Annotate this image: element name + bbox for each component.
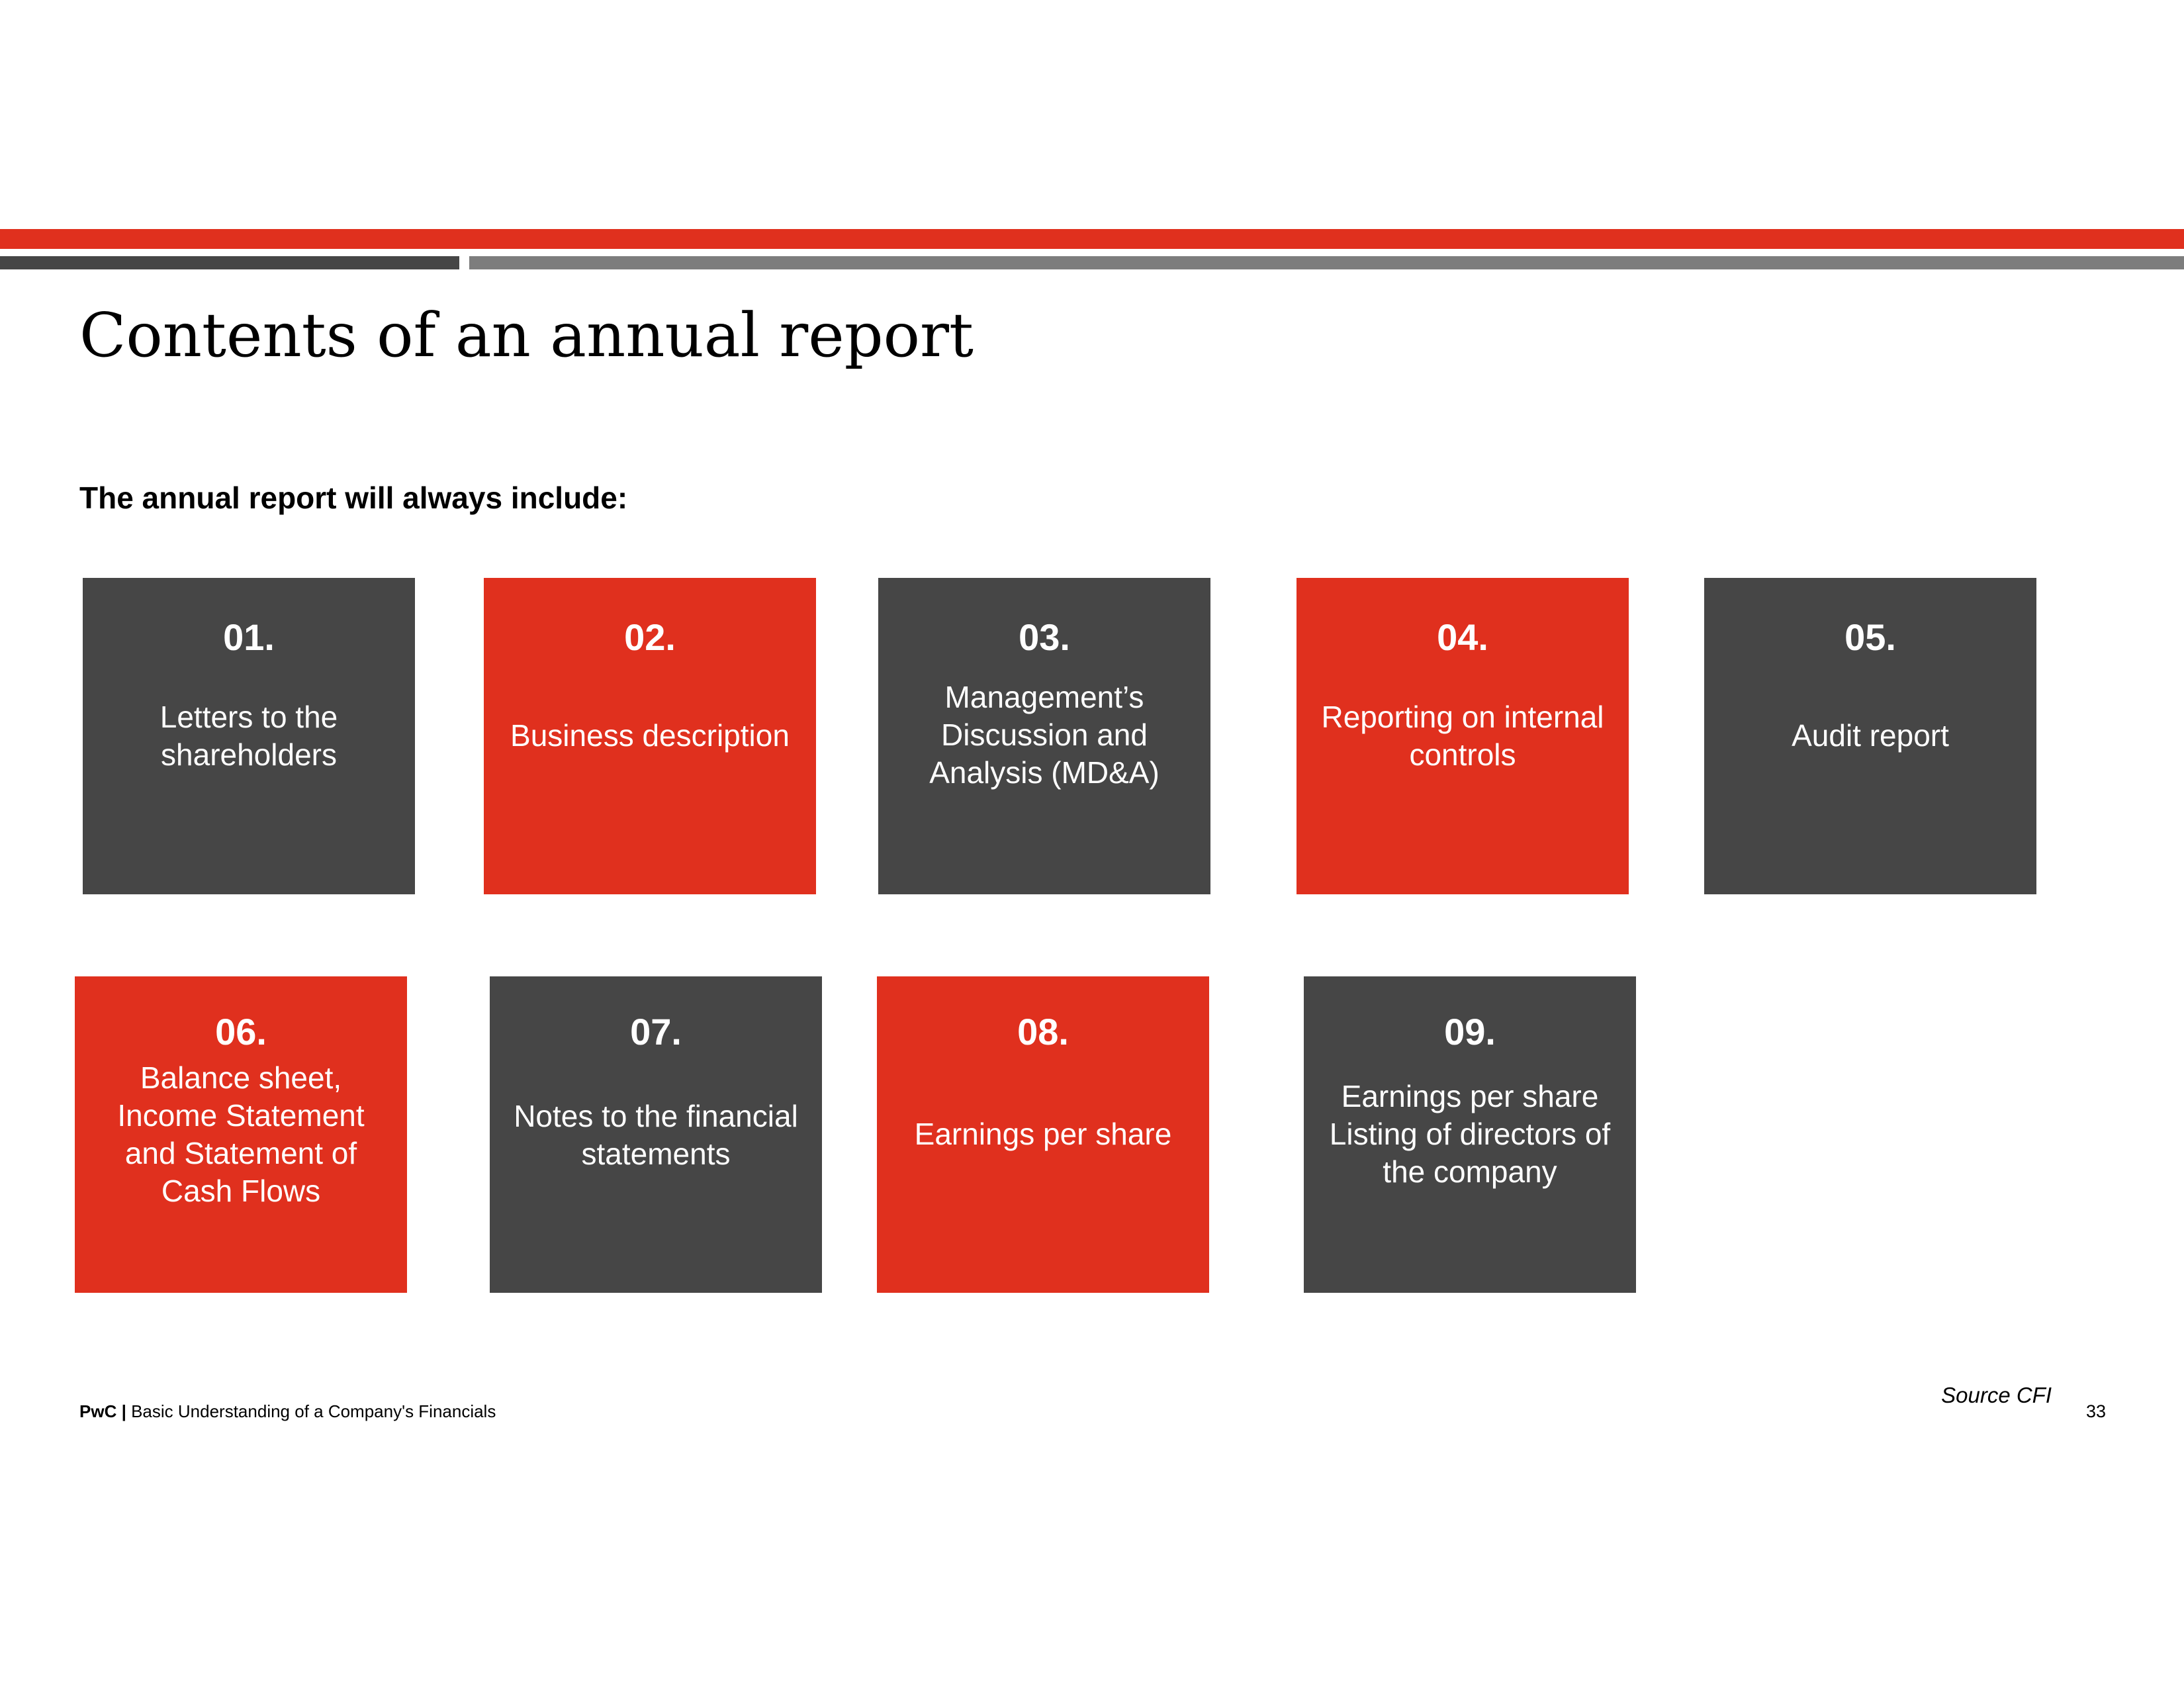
tile-description: Earnings per share Listing of directors … (1329, 1079, 1611, 1189)
tile-number: 01. (223, 616, 275, 658)
page-number: 33 (2085, 1401, 2106, 1421)
tile-09: 09. Earnings per share Listing of direct… (1304, 976, 1636, 1293)
page-title: Contents of an annual report (79, 300, 974, 371)
header-accent-bar-red (0, 229, 2184, 249)
tile-number: 06. (215, 1011, 267, 1053)
tile-description: Notes to the financial statements (514, 1099, 798, 1171)
tile-02: 02. Business description (484, 578, 816, 894)
tile-number: 02. (624, 616, 676, 658)
tile-06: 06. Balance sheet, Income Statement and … (75, 976, 407, 1293)
tile-description: Earnings per share (914, 1117, 1172, 1151)
tile-number: 07. (630, 1011, 682, 1053)
tile-number: 09. (1444, 1011, 1496, 1053)
tile-description: Balance sheet, Income Statement and Stat… (117, 1060, 365, 1208)
brand-name: PwC (79, 1401, 117, 1421)
tile-description: Business description (510, 718, 790, 753)
tile-number: 04. (1437, 616, 1488, 658)
tile-number: 05. (1844, 616, 1896, 658)
tile-07: 07. Notes to the financial statements (490, 976, 822, 1293)
footer-separator: | (121, 1401, 126, 1421)
tile-description: Letters to the shareholders (159, 700, 338, 772)
tile-08: 08. Earnings per share (877, 976, 1209, 1293)
tile-description: Audit report (1792, 718, 1949, 753)
source-note: Source CFI (1941, 1383, 2052, 1407)
header-accent-bar-dark (0, 256, 459, 269)
tile-01: 01. Letters to the shareholders (83, 578, 415, 894)
document-title: Basic Understanding of a Company's Finan… (131, 1401, 496, 1421)
tile-number: 08. (1017, 1011, 1069, 1053)
tile-description: Reporting on internal controls (1321, 700, 1604, 772)
intro-text: The annual report will always include: (79, 481, 628, 515)
tile-05: 05. Audit report (1704, 578, 2036, 894)
tile-04: 04. Reporting on internal controls (1297, 578, 1629, 894)
tile-03: 03. Management’s Discussion and Analysis… (878, 578, 1210, 894)
header-accent-bar-gray (469, 256, 2184, 269)
footer-brand: PwC | Basic Understanding of a Company's… (79, 1401, 496, 1422)
tile-description: Management’s Discussion and Analysis (MD… (929, 680, 1160, 790)
tile-number: 03. (1019, 616, 1070, 658)
